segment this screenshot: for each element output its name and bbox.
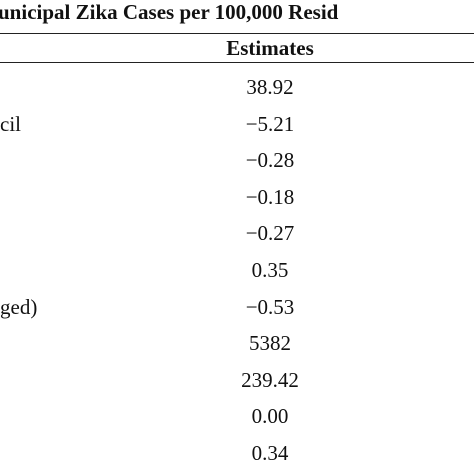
estimate-value: 0.35 <box>251 258 289 282</box>
header-rule <box>0 33 474 34</box>
estimate-value: 38.92 <box>246 75 294 99</box>
estimate-value: −0.53 <box>245 294 295 319</box>
estimate-value: −5.21 <box>245 111 295 136</box>
estimate-value: −0.28 <box>245 148 295 173</box>
estimate-value: 5382 <box>249 331 291 356</box>
estimate-value: 0.34 <box>251 441 289 465</box>
estimate-value: −0.27 <box>245 221 295 246</box>
row-label: cil <box>0 111 21 136</box>
estimate-value: 239.42 <box>241 367 299 392</box>
table-title: unicipal Zika Cases per 100,000 Resid <box>0 0 339 24</box>
column-header: Estimates <box>226 36 314 60</box>
header-rule <box>0 62 474 63</box>
estimate-value: −0.18 <box>245 184 295 209</box>
row-label: ged) <box>0 294 38 319</box>
estimate-value: 0.00 <box>251 404 289 429</box>
